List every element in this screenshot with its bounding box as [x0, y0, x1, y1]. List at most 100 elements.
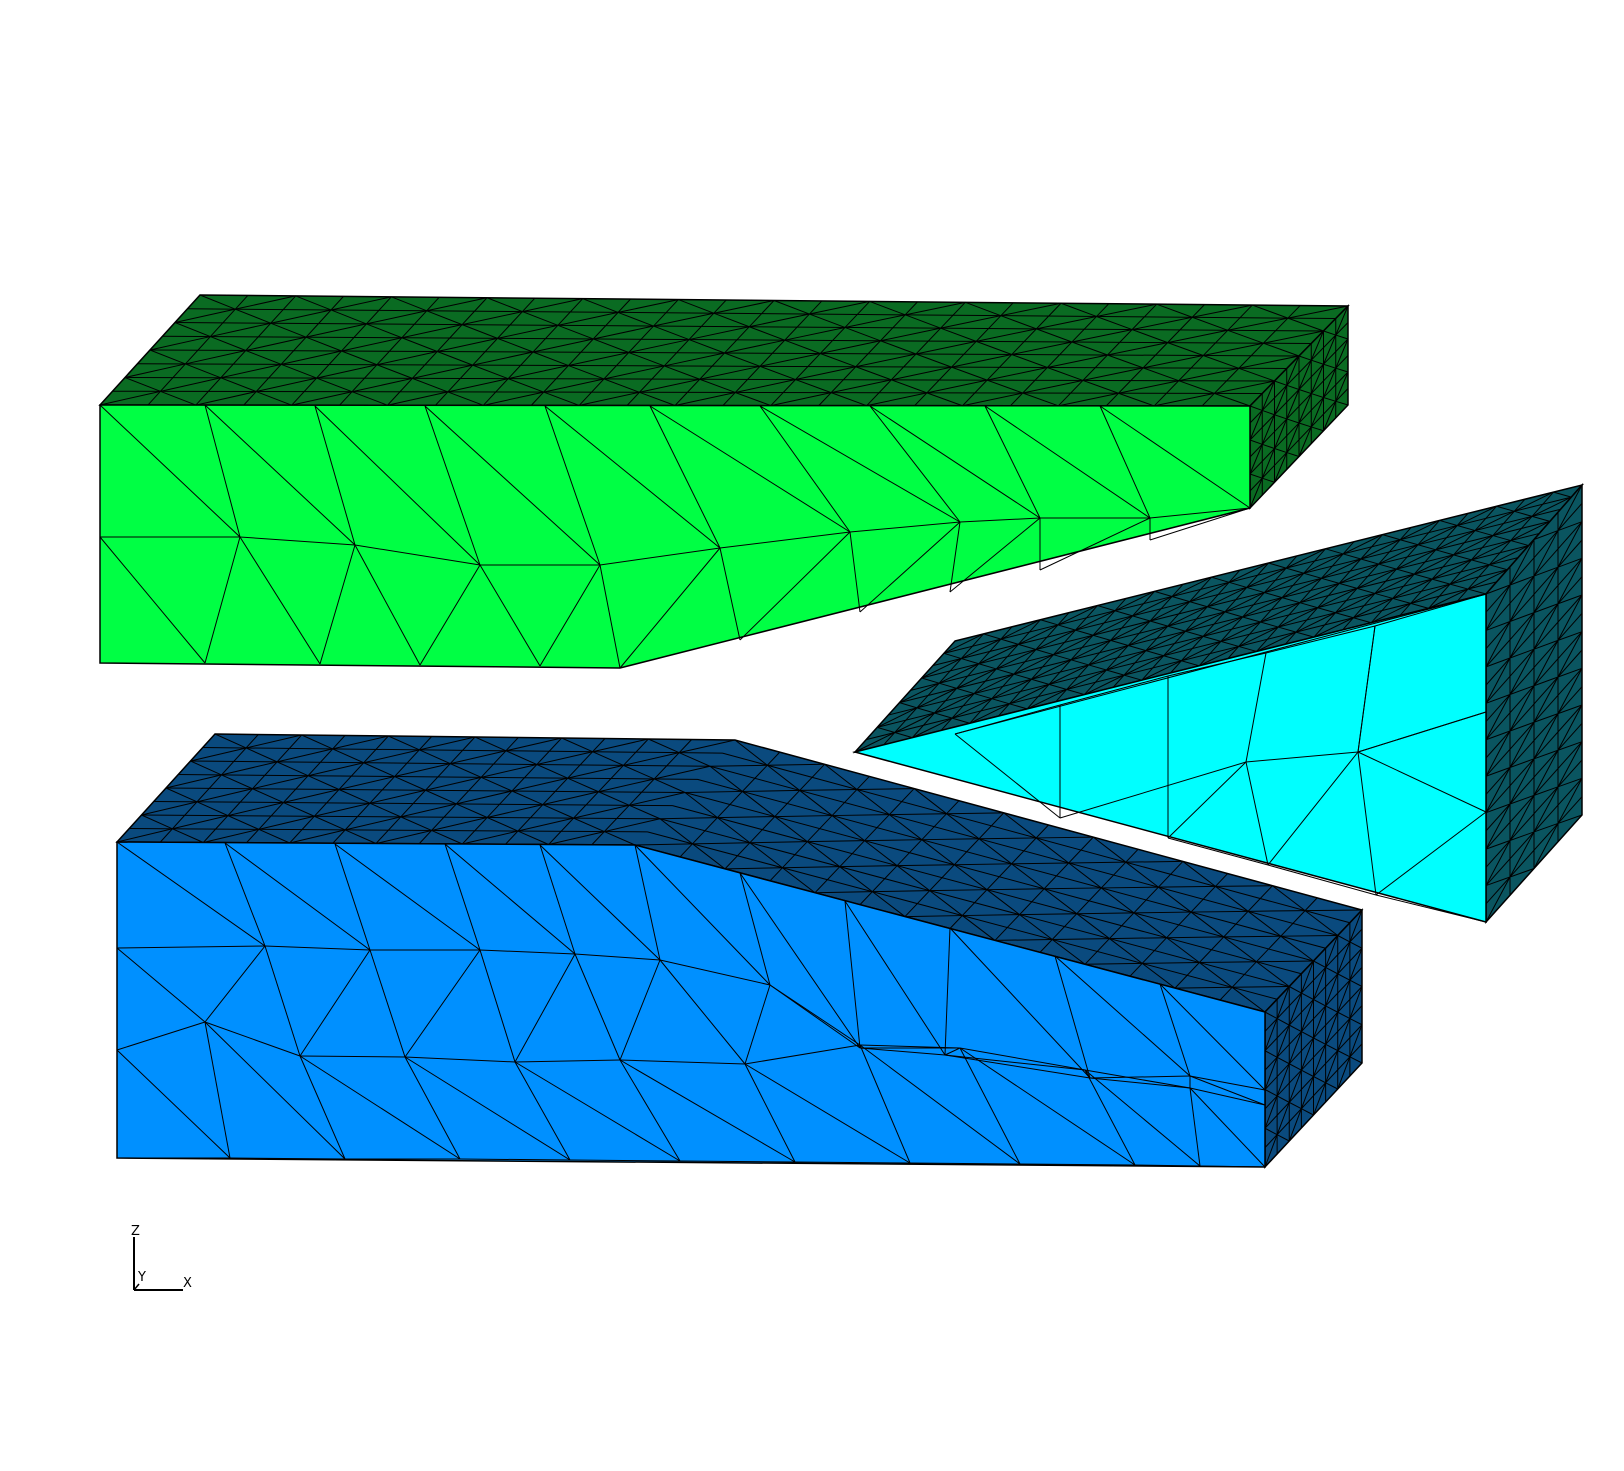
mesh-edge — [1317, 607, 1336, 614]
mesh-edge — [1167, 652, 1267, 677]
mesh-edge — [1242, 616, 1261, 623]
mesh-edge — [425, 776, 482, 791]
mesh-edge — [532, 338, 594, 353]
mesh-edge — [224, 842, 266, 947]
mesh-edge — [877, 569, 1508, 728]
mesh-edge — [1289, 1101, 1302, 1110]
mesh-edge — [976, 328, 1037, 342]
mesh-edge — [944, 1047, 961, 1056]
mesh-edge — [1009, 683, 1050, 705]
mesh-edge — [1288, 1069, 1302, 1103]
mesh-edge — [742, 789, 800, 792]
mesh-edge — [1485, 723, 1583, 832]
mesh-edge — [195, 391, 257, 406]
blue-mesh-block[interactable] — [115, 733, 1364, 1169]
mesh-edge — [866, 392, 928, 407]
mesh-edge — [1058, 392, 1119, 407]
mesh-edge — [1191, 910, 1249, 913]
mesh-edge — [1263, 330, 1324, 344]
mesh-edge — [1238, 645, 1257, 652]
mesh-edge — [1335, 612, 1354, 619]
mesh-edge — [1335, 367, 1349, 373]
mesh-edge — [444, 843, 481, 951]
mesh-edge — [1301, 992, 1314, 1000]
mesh-edge — [959, 1047, 1136, 1166]
mesh-edge — [1114, 590, 1155, 612]
mesh-edge — [1192, 304, 1253, 318]
mesh-edge — [1485, 584, 1511, 631]
mesh-edge — [1374, 592, 1393, 599]
mesh-edge — [679, 1160, 796, 1163]
mesh-edge — [190, 760, 222, 776]
mesh-edge — [1043, 888, 1078, 915]
mesh-edge — [894, 732, 913, 739]
mesh-edge — [1249, 444, 1263, 475]
mesh-edge — [447, 378, 509, 393]
mesh-edge — [314, 405, 481, 566]
mesh-edge — [174, 322, 211, 338]
mesh-edge — [99, 390, 161, 406]
mesh-edge — [1125, 860, 1183, 863]
cyan-mesh-wedge[interactable] — [852, 483, 1585, 924]
mesh-edge — [872, 890, 930, 893]
mesh-edge — [659, 818, 693, 845]
mesh-edge — [579, 391, 640, 406]
mesh-edge — [1485, 621, 1511, 668]
mesh-edge — [1150, 620, 1168, 627]
mesh-edge — [1000, 619, 1041, 640]
mesh-edge — [1256, 541, 1355, 652]
mesh-edge — [447, 391, 484, 406]
mesh-edge — [1533, 676, 1559, 723]
mesh-edge — [684, 792, 1314, 962]
mesh-edge — [962, 915, 996, 941]
mesh-edge — [1018, 643, 1037, 650]
mesh-edge — [137, 363, 1287, 369]
mesh-edge — [1249, 388, 1349, 492]
mesh-edge — [190, 747, 247, 762]
mesh-edge — [424, 405, 481, 566]
mesh-edge — [1009, 703, 1028, 710]
mesh-edge — [1256, 961, 1290, 987]
mesh-edge — [1310, 397, 1324, 428]
mesh-edge — [795, 366, 856, 381]
mesh-edge — [1357, 625, 1376, 753]
mesh-edge — [959, 517, 1041, 523]
mesh-edge — [1485, 694, 1511, 741]
mesh-edge — [1428, 498, 1526, 609]
mesh-edge — [1048, 683, 1067, 690]
mesh-edge — [369, 802, 401, 818]
green-block-mesh-lines — [99, 294, 1349, 669]
mesh-edge — [461, 324, 498, 339]
mesh-edge — [1299, 602, 1318, 609]
mesh-edge — [363, 762, 395, 777]
mesh-edge — [1228, 581, 1247, 588]
mesh-edge — [674, 391, 736, 406]
mesh-edge — [1264, 1011, 1278, 1020]
mesh-edge — [204, 404, 356, 546]
mesh-edge — [1272, 885, 1306, 912]
mesh-edge — [387, 391, 448, 406]
green-mesh-block[interactable] — [98, 294, 1350, 669]
mesh-edge — [1167, 606, 1208, 627]
mesh-edge — [1174, 986, 1233, 989]
mesh-edge — [1337, 941, 1351, 975]
mesh-edge — [688, 326, 750, 341]
mesh-edge — [185, 363, 221, 379]
mesh-edge — [1298, 355, 1312, 361]
mesh-edge — [1557, 558, 1583, 605]
mesh-edge — [1256, 631, 1297, 652]
mesh-edge — [1485, 686, 1583, 795]
mesh-edge — [814, 891, 873, 894]
mesh-edge — [1414, 573, 1433, 580]
mesh-edge — [759, 365, 796, 381]
mesh-edge — [1533, 786, 1559, 796]
mesh-edge — [1167, 625, 1186, 632]
mesh-edge — [1178, 367, 1239, 382]
mesh-edge — [497, 337, 534, 353]
mesh-edge — [239, 536, 321, 665]
mesh-edge — [692, 842, 750, 845]
mesh-edge — [1533, 603, 1559, 650]
mesh-edge — [1485, 876, 1511, 887]
mesh-edge — [431, 817, 488, 831]
